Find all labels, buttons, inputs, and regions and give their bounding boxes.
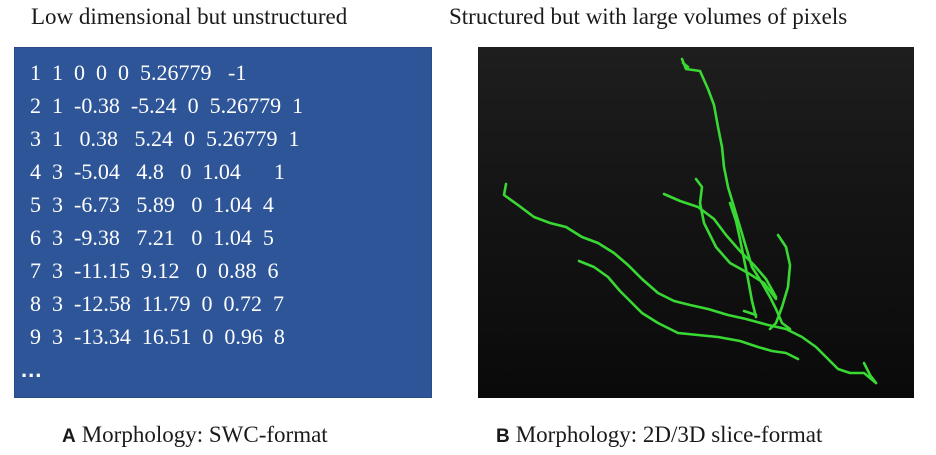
swc-row: 8 3 -12.58 11.79 0 0.72 7 bbox=[30, 291, 285, 316]
swc-row: 4 3 -5.04 4.8 0 1.04 1 bbox=[30, 159, 285, 184]
swc-row: 5 3 -6.73 5.89 0 1.04 4 bbox=[30, 192, 274, 217]
neuron-slice-image bbox=[478, 47, 914, 398]
panel-a-caption-text: Morphology: SWC-format bbox=[81, 422, 328, 447]
swc-row: 1 1 0 0 0 5.26779 -1 bbox=[30, 60, 247, 85]
neuron-branch bbox=[680, 57, 792, 331]
swc-row: 9 3 -13.34 16.51 0 0.96 8 bbox=[30, 324, 285, 349]
swc-row: 7 3 -11.15 9.12 0 0.88 6 bbox=[30, 258, 279, 283]
panel-b-caption-text: Morphology: 2D/3D slice-format bbox=[515, 422, 823, 447]
neuron-branch bbox=[502, 182, 878, 385]
panel-a-letter: A bbox=[62, 426, 76, 447]
panel-b-letter: B bbox=[496, 426, 510, 447]
neuron-branch bbox=[742, 309, 758, 317]
swc-row: 2 1 -0.38 -5.24 0 5.26779 1 bbox=[30, 93, 304, 118]
neuron-branch bbox=[862, 361, 878, 385]
neuron-branch bbox=[577, 259, 800, 361]
swc-row: 6 3 -9.38 7.21 0 1.04 5 bbox=[30, 225, 274, 250]
swc-row: 3 1 0.38 5.24 0 5.26779 1 bbox=[30, 126, 300, 151]
neuron-branch bbox=[662, 192, 778, 299]
neuron-branch bbox=[768, 233, 792, 331]
neuron-branch bbox=[694, 177, 778, 301]
neuron-trace-drawing bbox=[502, 57, 878, 385]
neuron-branch bbox=[728, 201, 758, 319]
panel-b-caption: B Morphology: 2D/3D slice-format bbox=[496, 421, 822, 451]
panel-a-heading: Low dimensional but unstructured bbox=[31, 4, 348, 29]
swc-data-box: 1 1 0 0 0 5.26779 -1 2 1 -0.38 -5.24 0 5… bbox=[14, 47, 432, 398]
ellipsis-more: ... bbox=[21, 357, 43, 382]
panel-b-heading: Structured but with large volumes of pix… bbox=[449, 4, 848, 29]
panel-a-caption: A Morphology: SWC-format bbox=[62, 421, 328, 451]
neuron-branch bbox=[681, 61, 690, 69]
